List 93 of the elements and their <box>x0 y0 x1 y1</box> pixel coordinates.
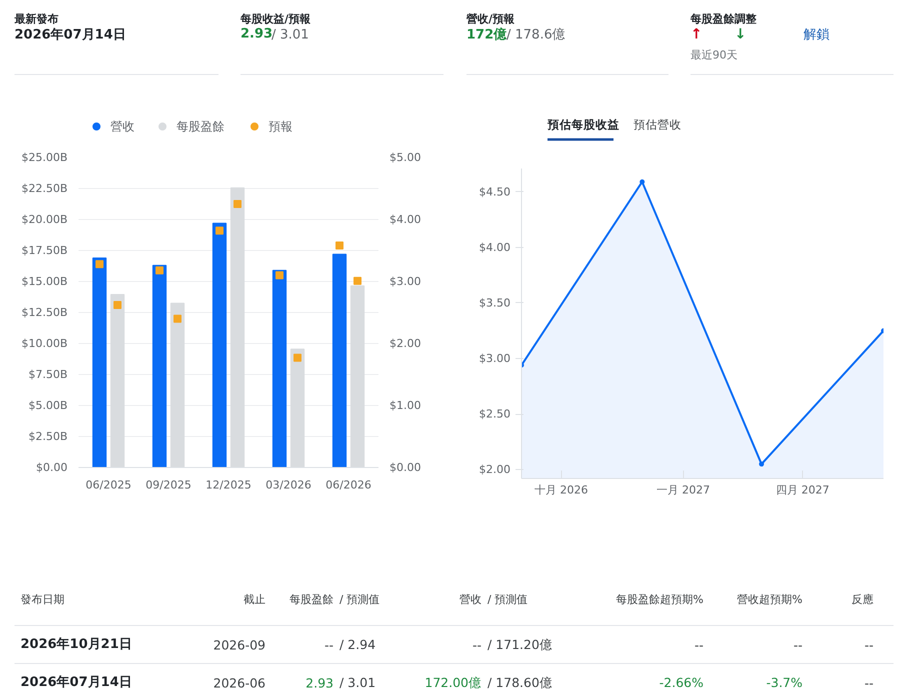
y2-tick-label: $2.00 <box>390 337 421 350</box>
point <box>354 276 362 285</box>
text: 預估營收 <box>634 118 682 132</box>
legend-label: 預報 <box>268 120 292 134</box>
point <box>114 301 122 310</box>
y-tick-label: $22.50B <box>21 182 68 195</box>
bar <box>212 222 227 468</box>
y-tick-label: $15.00B <box>21 275 68 288</box>
text: 172.00億 <box>424 675 482 690</box>
text: 2026-06 <box>213 676 266 690</box>
y-tick-label: $17.50B <box>21 244 68 257</box>
x-tick-label: 12/2025 <box>206 478 252 492</box>
text: ↑ <box>690 26 702 42</box>
category-label: / 預測值 <box>488 593 528 606</box>
y-tick-label: $0.00 <box>36 461 68 474</box>
y-tick-label: $2.50B <box>28 430 68 443</box>
point <box>174 314 182 323</box>
category-label: 反應 <box>852 593 874 606</box>
y-tick-label: $3.00 <box>479 352 511 365</box>
text: 每股收益/預報 <box>240 12 312 26</box>
text: 營收/預報 <box>466 12 516 26</box>
text: -- <box>324 638 334 652</box>
bar <box>152 264 167 468</box>
point <box>640 179 645 184</box>
point <box>156 266 164 274</box>
category-label: 每股盈餘 <box>290 593 334 606</box>
text: 每股盈餘調整 <box>690 12 758 26</box>
y2-tick-label: $5.00 <box>390 151 421 164</box>
y2-tick-label: $3.00 <box>390 275 421 288</box>
bar <box>92 257 107 468</box>
text: ↓ <box>734 26 746 42</box>
y-tick-label: $12.50B <box>21 306 68 319</box>
bar <box>332 254 347 468</box>
text: / 178.60億 <box>488 675 552 690</box>
text: 172億 <box>466 26 508 42</box>
point <box>276 271 284 280</box>
text: -- <box>472 638 482 652</box>
text: 最新發布 <box>14 12 58 26</box>
y-tick-label: $25.00B <box>21 151 68 164</box>
y2-tick-label: $1.00 <box>390 399 421 412</box>
text: 2026年07月14日 <box>20 675 132 690</box>
text: 2026年07月14日 <box>14 28 126 42</box>
x-tick-label: 03/2026 <box>266 478 312 492</box>
text: -- <box>793 638 803 652</box>
text: 最近90天 <box>690 48 738 62</box>
text: -2.66% <box>659 675 704 690</box>
category-label: 每股盈餘超預期% <box>616 593 704 606</box>
y-tick-label: $10.00B <box>21 337 68 350</box>
y-tick-label: $3.50 <box>479 296 511 310</box>
y2-tick-label: $0.00 <box>390 461 421 474</box>
category-label: / 預測值 <box>340 593 380 606</box>
point <box>294 354 302 362</box>
y-tick-label: $2.50 <box>479 408 511 421</box>
text: -3.7% <box>766 675 803 690</box>
y-tick-label: $2.00 <box>479 463 511 476</box>
bar <box>272 270 287 468</box>
text: 2.93 <box>240 26 273 42</box>
point <box>216 226 224 235</box>
text: 2026年10月21日 <box>20 637 132 652</box>
text: 預估每股收益 <box>546 118 620 132</box>
y-tick-label: $5.00B <box>28 399 68 412</box>
legend-label: 每股盈餘 <box>176 120 224 134</box>
text: / 3.01 <box>272 28 309 42</box>
text: -- <box>864 638 874 652</box>
x-tick-label: 09/2025 <box>146 478 192 492</box>
category-label: 截止 <box>244 593 266 606</box>
text: 2.93 <box>306 676 334 690</box>
point <box>336 242 344 250</box>
text: / 2.94 <box>340 637 376 652</box>
legend-label: 營收 <box>110 120 134 134</box>
category-label: 營收超預期% <box>737 593 802 606</box>
y-tick-label: $4.50 <box>479 185 511 198</box>
text: / 178.6億 <box>506 28 566 42</box>
text: 解鎖 <box>804 28 830 42</box>
y-tick-label: $7.50B <box>28 368 68 381</box>
point <box>759 462 764 467</box>
x-tick-label: 一月 2027 <box>656 484 710 496</box>
text: / 3.01 <box>340 675 376 690</box>
y-tick-label: $20.00B <box>21 213 68 226</box>
y-tick-label: $4.00 <box>479 240 511 254</box>
x-tick-label: 四月 2027 <box>776 484 830 496</box>
y2-tick-label: $4.00 <box>390 213 421 226</box>
category-label: 營收 <box>460 593 482 606</box>
text: / 171.20億 <box>488 637 552 652</box>
point <box>96 260 104 268</box>
x-tick-label: 十月 2026 <box>534 484 588 496</box>
x-tick-label: 06/2026 <box>326 478 372 492</box>
text: -- <box>694 638 704 652</box>
x-tick-label: 06/2025 <box>86 478 132 492</box>
text: -- <box>864 676 874 690</box>
category-label: 發布日期 <box>20 593 64 606</box>
text: 2026-09 <box>213 638 266 652</box>
point <box>234 200 242 208</box>
